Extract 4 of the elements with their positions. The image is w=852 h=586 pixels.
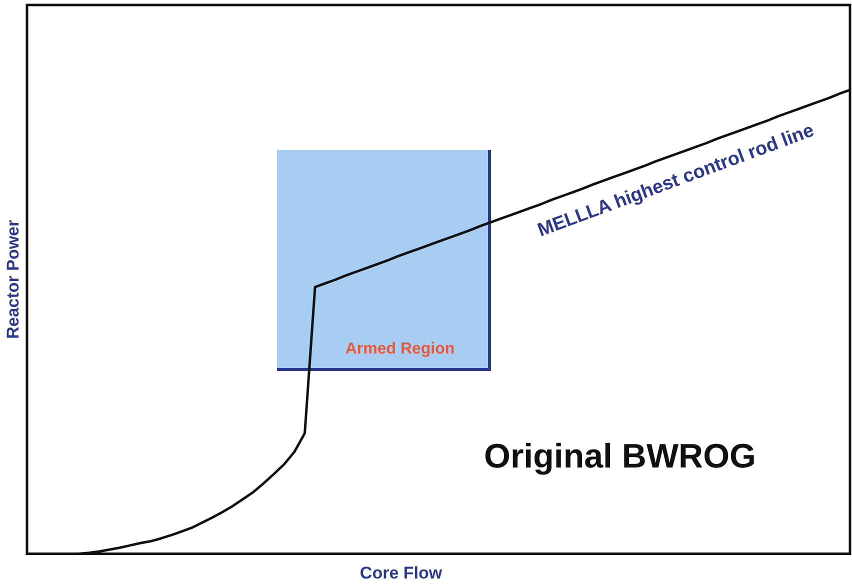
annotation: Armed Region — [345, 340, 455, 358]
y-axis-title: Reactor Power — [4, 220, 23, 339]
annotation: Original BWROG — [484, 437, 756, 476]
x-axis-title: Core Flow — [360, 564, 443, 583]
